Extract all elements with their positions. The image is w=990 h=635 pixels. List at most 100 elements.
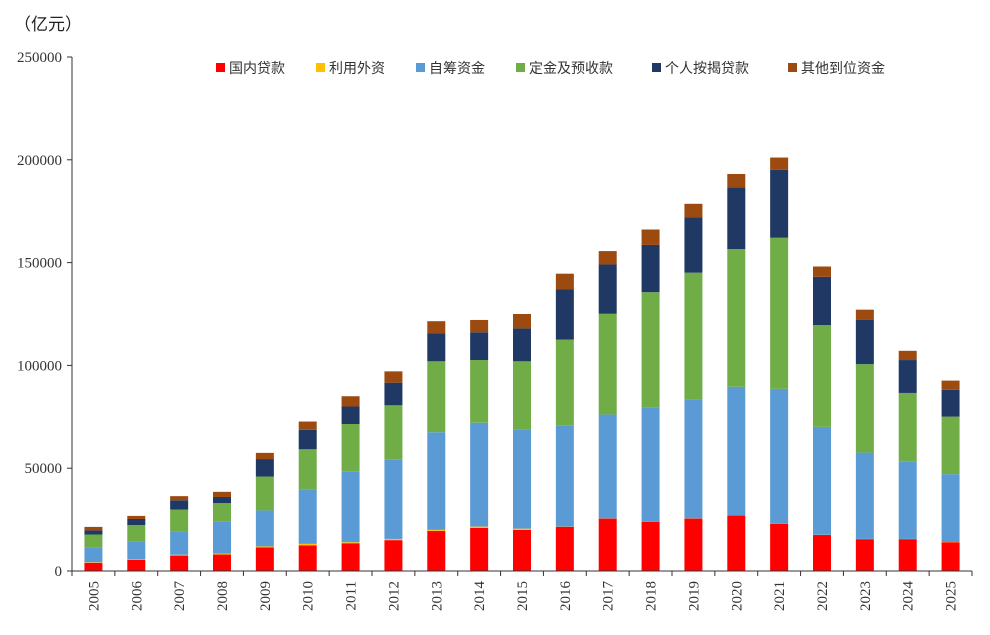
bar-2017-series-3 <box>598 313 617 415</box>
bar-2020-series-3 <box>727 249 746 387</box>
bar-2022-series-2 <box>813 426 831 535</box>
axes <box>71 57 972 572</box>
bar-2010-series-1 <box>298 543 317 546</box>
bar-stack-2017 <box>598 251 617 571</box>
bar-2006-series-3 <box>127 525 146 542</box>
x-tick-label: 2014 <box>472 581 488 612</box>
bar-2015-series-3 <box>513 361 531 430</box>
bar-2021-series-3 <box>770 237 789 389</box>
bar-2016-series-2 <box>555 425 574 527</box>
bar-2011-series-0 <box>341 543 360 571</box>
bar-2012-series-4 <box>384 382 403 406</box>
bar-2014-series-1 <box>470 526 489 528</box>
bar-stack-2020 <box>727 173 746 571</box>
bar-2019-series-5 <box>684 203 703 218</box>
bar-2017-series-4 <box>598 264 617 314</box>
bar-2008-series-3 <box>213 503 231 522</box>
bar-stack-2022 <box>813 266 831 571</box>
legend-swatch-2 <box>416 63 425 72</box>
bar-2014-series-5 <box>470 319 489 333</box>
bar-2021-series-0 <box>770 523 789 571</box>
y-axis-unit-label: （亿元） <box>14 15 82 35</box>
bar-stack-2011 <box>341 396 360 571</box>
legend-swatch-5 <box>788 63 797 72</box>
bar-2018-series-5 <box>641 229 660 245</box>
bar-2023-series-2 <box>855 452 874 539</box>
bar-2011-series-5 <box>341 396 360 407</box>
bar-2022-series-4 <box>813 276 831 326</box>
x-tick-label: 2023 <box>858 581 874 611</box>
bar-2019-series-0 <box>684 518 703 571</box>
bar-2007-series-3 <box>170 509 189 532</box>
bar-2008-series-1 <box>213 553 231 555</box>
bar-2015-series-1 <box>513 528 531 530</box>
bar-2007-series-1 <box>170 554 189 556</box>
bar-2023-series-5 <box>855 309 874 320</box>
bar-2007-series-2 <box>170 531 189 555</box>
bar-2021-series-4 <box>770 169 789 238</box>
bar-2006-series-1 <box>127 559 146 560</box>
bar-2011-series-2 <box>341 471 360 543</box>
bar-2023-series-0 <box>855 539 874 571</box>
bar-2024-series-3 <box>898 392 917 462</box>
x-tick-label: 2007 <box>172 581 188 612</box>
legend-swatch-0 <box>216 63 225 72</box>
bar-stacks <box>84 157 960 571</box>
bar-stack-2024 <box>898 350 917 571</box>
x-tick-label: 2005 <box>86 581 102 611</box>
bar-2012-series-3 <box>384 405 403 460</box>
bar-stack-2008 <box>213 491 231 571</box>
bar-2009-series-0 <box>255 547 274 571</box>
bar-2014-series-2 <box>470 422 489 527</box>
bar-2010-series-2 <box>298 489 317 544</box>
x-tick-label: 2018 <box>644 581 660 611</box>
bar-2016-series-4 <box>555 289 574 340</box>
bar-2005-series-1 <box>84 562 103 563</box>
bar-stack-2007 <box>170 496 189 571</box>
bar-2020-series-5 <box>727 173 746 188</box>
bar-2013-series-5 <box>427 321 446 334</box>
bar-2024-series-2 <box>898 461 917 539</box>
y-tick-label: 200000 <box>17 153 62 169</box>
legend-label-1: 利用外资 <box>329 61 385 77</box>
bar-2010-series-0 <box>298 545 317 571</box>
bar-2021-series-5 <box>770 157 789 170</box>
bar-2017-series-2 <box>598 414 617 519</box>
bar-2019-series-2 <box>684 399 703 519</box>
x-tick-label: 2011 <box>344 581 360 610</box>
legend-swatch-3 <box>516 63 525 72</box>
bar-2018-series-2 <box>641 407 660 522</box>
bar-stack-2021 <box>770 157 789 571</box>
bar-2020-series-4 <box>727 187 746 250</box>
x-tick-label: 2019 <box>686 581 702 611</box>
x-tick-label: 2020 <box>729 581 745 611</box>
y-tick-label: 250000 <box>17 50 62 66</box>
bar-2005-series-5 <box>84 526 103 531</box>
bar-stack-2014 <box>470 319 489 571</box>
bar-2012-series-0 <box>384 540 403 571</box>
bar-2005-series-3 <box>84 534 103 548</box>
x-tick-label: 2012 <box>386 581 402 611</box>
bar-2006-series-5 <box>127 515 146 519</box>
bar-2009-series-1 <box>255 546 274 548</box>
x-axis-ticks: 2005 2006 2007 2008 2009 2010 2011 2012 2013 2014… <box>71 571 973 612</box>
bar-2012-series-5 <box>384 371 403 383</box>
x-tick-label: 2016 <box>558 581 574 612</box>
legend-label-0: 国内贷款 <box>229 61 285 77</box>
bar-2012-series-1 <box>384 538 403 541</box>
legend-swatch-4 <box>652 63 661 72</box>
bar-2017-series-5 <box>598 251 617 265</box>
bar-2013-series-4 <box>427 333 446 362</box>
bar-2015-series-2 <box>513 429 531 529</box>
bar-2022-series-3 <box>813 325 831 427</box>
bar-stack-2019 <box>684 203 703 571</box>
bar-2009-series-5 <box>255 452 274 460</box>
x-tick-label: 2024 <box>901 581 917 612</box>
bar-2021-series-2 <box>770 388 789 524</box>
bar-stack-2009 <box>255 452 274 571</box>
bar-2009-series-2 <box>255 510 274 547</box>
x-tick-label: 2009 <box>258 581 274 611</box>
bar-2005-series-0 <box>84 562 103 571</box>
bar-2018-series-3 <box>641 292 660 408</box>
bar-2013-series-1 <box>427 529 446 531</box>
